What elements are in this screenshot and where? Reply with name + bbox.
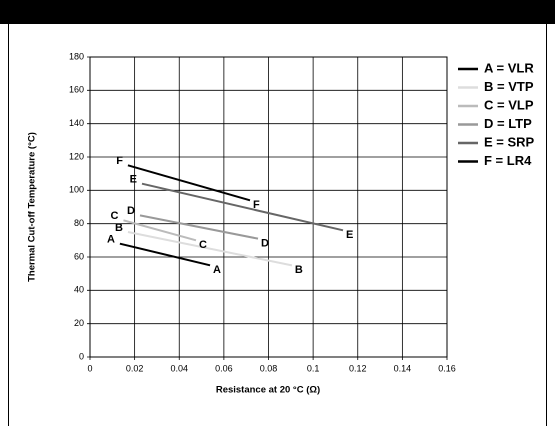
- legend-label: F = LR4: [484, 153, 532, 168]
- y-axis-label: Thermal Cut-off Temperature (°C): [27, 132, 38, 282]
- series-line: [123, 219, 197, 242]
- legend-label: C = VLP: [484, 97, 534, 112]
- series-line: [127, 231, 293, 267]
- y-tick-label: 20: [74, 318, 84, 328]
- x-tick-label: 0.16: [438, 363, 456, 373]
- legend-label: B = VTP: [484, 79, 534, 94]
- header-bar: [0, 0, 555, 24]
- line-label: C: [199, 239, 207, 251]
- line-label: B: [115, 222, 123, 234]
- y-tick-label: 40: [74, 285, 84, 295]
- x-tick-label: 0.1: [307, 363, 320, 373]
- line-label: E: [346, 229, 353, 241]
- x-tick-label: 0.02: [126, 363, 144, 373]
- x-tick-label: 0.12: [349, 363, 367, 373]
- legend-label: E = SRP: [484, 134, 535, 149]
- y-tick-label: 120: [69, 151, 84, 161]
- line-label: D: [127, 205, 135, 217]
- series-line: [141, 182, 344, 232]
- line-label: A: [107, 234, 115, 246]
- line-label: D: [261, 238, 269, 250]
- x-tick-label: 0.14: [394, 363, 412, 373]
- line-label: A: [213, 264, 221, 276]
- series-line: [119, 242, 211, 267]
- y-tick-label: 80: [74, 218, 84, 228]
- line-label: C: [111, 210, 119, 222]
- legend-label: D = LTP: [484, 116, 532, 131]
- x-tick-label: 0.04: [170, 363, 188, 373]
- line-label: F: [253, 199, 260, 211]
- series-line: [139, 214, 259, 240]
- x-tick-label: 0: [87, 363, 92, 373]
- x-tick-label: 0.08: [260, 363, 278, 373]
- y-tick-label: 60: [74, 251, 84, 261]
- y-tick-label: 160: [69, 85, 84, 95]
- line-label: B: [295, 264, 303, 276]
- x-axis-label: Resistance at 20 °C (Ω): [216, 385, 320, 396]
- y-tick-label: 140: [69, 118, 84, 128]
- line-label: E: [130, 174, 137, 186]
- series-line: [127, 164, 251, 202]
- y-tick-label: 0: [79, 351, 84, 361]
- x-tick-label: 0.06: [215, 363, 233, 373]
- line-label: F: [116, 155, 123, 167]
- y-tick-label: 180: [69, 51, 84, 61]
- y-tick-label: 100: [69, 185, 84, 195]
- legend-label: A = VLR: [484, 60, 534, 75]
